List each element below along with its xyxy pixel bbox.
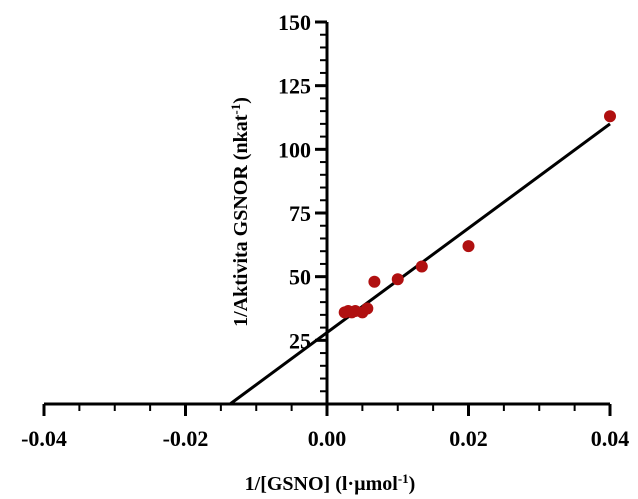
y-tick-label: 150 bbox=[278, 10, 311, 35]
data-point bbox=[604, 110, 616, 123]
data-point bbox=[462, 240, 475, 253]
x-axis-title: 1/[GSNO] (l·µmol-1) bbox=[245, 471, 416, 495]
y-tick-label: 75 bbox=[289, 201, 311, 226]
data-points bbox=[338, 110, 616, 319]
y-ticks: 25 50 75 100 125 150 bbox=[278, 10, 327, 353]
data-point bbox=[391, 273, 404, 286]
y-tick-label: 25 bbox=[289, 328, 311, 353]
x-tick-label: 0.02 bbox=[449, 426, 488, 451]
data-point bbox=[415, 260, 428, 273]
x-tick-label: 0.04 bbox=[591, 426, 630, 451]
y-tick-label: 100 bbox=[278, 137, 311, 162]
data-point bbox=[361, 302, 374, 315]
y-tick-label: 50 bbox=[289, 265, 311, 290]
y-axis-title: 1/Aktivita GSNOR (nkat-1) bbox=[228, 97, 252, 327]
x-tick-label: -0.04 bbox=[21, 426, 67, 451]
x-tick-label: 0.00 bbox=[308, 426, 347, 451]
y-tick-label: 125 bbox=[278, 74, 311, 99]
data-point bbox=[368, 275, 381, 288]
x-ticks: -0.04 -0.02 0.00 0.02 0.04 bbox=[21, 404, 629, 451]
x-tick-label: -0.02 bbox=[163, 426, 209, 451]
